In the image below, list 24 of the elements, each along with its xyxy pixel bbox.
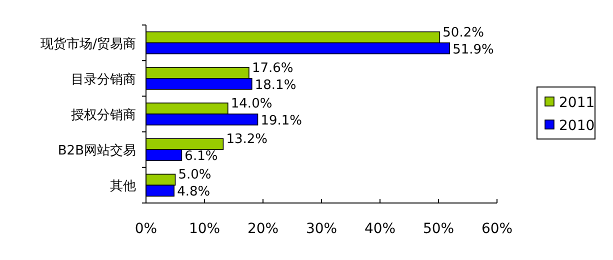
x-tick-label: 20% xyxy=(247,221,279,237)
x-tick-label: 60% xyxy=(481,221,513,237)
y-tick-label: 其他 xyxy=(110,179,136,194)
y-tick-label: B2B网站交易 xyxy=(58,142,136,159)
x-tick-label: 0% xyxy=(134,221,158,237)
x-tick-label: 50% xyxy=(422,221,454,237)
data-label: 17.6% xyxy=(252,60,294,76)
x-tick-label: 10% xyxy=(188,221,220,237)
data-label: 51.9% xyxy=(452,42,494,58)
data-label: 6.1% xyxy=(184,149,218,164)
y-tick-label: 目录分销商 xyxy=(71,72,136,88)
data-label: 14.0% xyxy=(230,96,272,112)
data-label: 19.1% xyxy=(260,114,302,128)
data-label: 4.8% xyxy=(177,184,210,200)
y-tick-label: 现货市场/贸易商 xyxy=(40,36,136,52)
y-tick-label: 授权分销商 xyxy=(71,108,136,123)
legend-label: 2010 xyxy=(559,118,595,134)
data-label: 18.1% xyxy=(254,78,296,93)
x-tick-label: 40% xyxy=(364,221,396,237)
legend-label: 2011 xyxy=(559,95,595,111)
x-tick-label: 30% xyxy=(306,221,338,237)
data-label: 5.0% xyxy=(178,168,212,183)
data-label: 50.2% xyxy=(442,25,484,40)
data-label: 13.2% xyxy=(226,132,268,148)
